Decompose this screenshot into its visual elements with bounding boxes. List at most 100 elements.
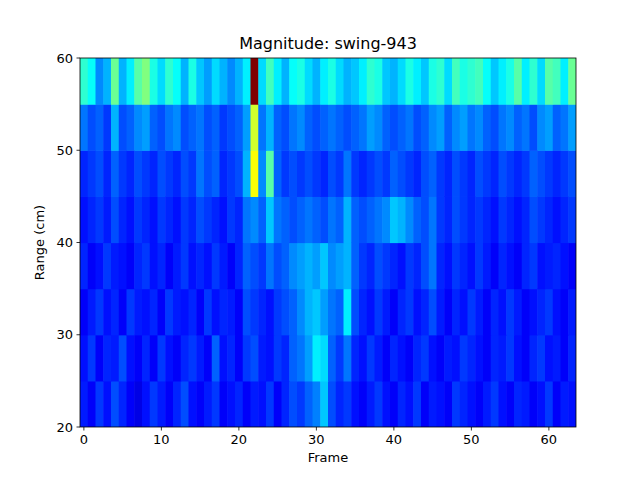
heatmap-cell	[189, 289, 197, 336]
heatmap-cell	[282, 335, 290, 382]
heatmap-cell	[119, 104, 127, 151]
heatmap-cell	[406, 104, 414, 151]
heatmap-cell	[568, 243, 576, 290]
heatmap-cell	[158, 335, 166, 382]
heatmap-cell	[514, 150, 522, 197]
heatmap-cell	[111, 243, 119, 290]
heatmap-cell	[359, 58, 367, 105]
heatmap-cell	[491, 150, 499, 197]
heatmap-cell	[328, 58, 336, 105]
heatmap-cell	[375, 58, 383, 105]
heatmap-cell	[421, 150, 429, 197]
heatmap-cell	[359, 381, 367, 427]
heatmap-cell	[359, 104, 367, 151]
heatmap-cell	[398, 335, 406, 382]
heatmap-cell	[553, 58, 561, 105]
x-tick	[161, 427, 162, 431]
heatmap-cell	[561, 289, 569, 336]
heatmap-cell	[80, 381, 88, 427]
heatmap-cell	[204, 58, 212, 105]
heatmap-cell	[243, 196, 251, 243]
heatmap-cell	[297, 381, 305, 427]
heatmap-cell	[452, 381, 460, 427]
heatmap-cell	[367, 289, 375, 336]
heatmap-cell	[127, 196, 135, 243]
heatmap-cell	[553, 289, 561, 336]
heatmap-cell	[421, 381, 429, 427]
heatmap-cell	[460, 196, 468, 243]
heatmap-cell	[444, 196, 452, 243]
heatmap-cell	[266, 335, 274, 382]
heatmap-cell	[475, 243, 483, 290]
heatmap-cell	[119, 381, 127, 427]
heatmap-cell	[80, 289, 88, 336]
heatmap-cell	[351, 150, 359, 197]
heatmap-cell	[274, 381, 282, 427]
heatmap-cell	[181, 196, 189, 243]
heatmap-cell	[491, 381, 499, 427]
heatmap-cell	[165, 243, 173, 290]
heatmap-cell	[406, 58, 414, 105]
heatmap-cell	[522, 58, 530, 105]
heatmap-cell	[483, 58, 491, 105]
heatmap-cell	[499, 104, 507, 151]
heatmap-cell	[251, 58, 259, 105]
heatmap-cell	[158, 243, 166, 290]
heatmap-cell	[305, 196, 313, 243]
heatmap-cell	[506, 196, 514, 243]
heatmap-cell	[220, 289, 228, 336]
heatmap-cell	[483, 381, 491, 427]
heatmap-cell	[406, 335, 414, 382]
heatmap-cell	[382, 243, 390, 290]
heatmap-cell	[297, 196, 305, 243]
heatmap-cell	[258, 381, 266, 427]
heatmap-cell	[375, 289, 383, 336]
heatmap-cell	[258, 58, 266, 105]
heatmap-cell	[413, 58, 421, 105]
heatmap-cell	[235, 243, 243, 290]
heatmap-cell	[545, 150, 553, 197]
heatmap-cell	[514, 196, 522, 243]
heatmap-cell	[320, 243, 328, 290]
heatmap-cell	[429, 150, 437, 197]
heatmap-cell	[150, 243, 158, 290]
heatmap-cell	[475, 104, 483, 151]
heatmap-cell	[468, 58, 476, 105]
heatmap-cell	[96, 289, 104, 336]
heatmap-cell	[111, 381, 119, 427]
heatmap-cell	[522, 196, 530, 243]
heatmap-cell	[499, 150, 507, 197]
heatmap-cell	[243, 150, 251, 197]
heatmap-cell	[227, 335, 235, 382]
heatmap-cell	[429, 196, 437, 243]
heatmap-cell	[227, 104, 235, 151]
heatmap-cell	[359, 150, 367, 197]
heatmap-cell	[243, 58, 251, 105]
heatmap-cell	[351, 289, 359, 336]
x-tick	[238, 427, 239, 431]
heatmap-cell	[220, 196, 228, 243]
heatmap-cell	[127, 150, 135, 197]
heatmap-cell	[413, 104, 421, 151]
heatmap-cell	[344, 104, 352, 151]
heatmap-cell	[398, 58, 406, 105]
x-tick-label: 30	[308, 432, 325, 447]
x-axis-label: Frame	[308, 450, 349, 465]
heatmap-cell	[251, 104, 259, 151]
x-tick	[393, 427, 394, 431]
heatmap-cell	[452, 335, 460, 382]
heatmap-cell	[437, 104, 445, 151]
heatmap-cell	[96, 381, 104, 427]
y-tick	[77, 334, 81, 335]
heatmap-cell	[429, 335, 437, 382]
heatmap-cell	[452, 58, 460, 105]
heatmap-cell	[243, 335, 251, 382]
heatmap-cell	[328, 381, 336, 427]
heatmap-cell	[468, 243, 476, 290]
heatmap-cell	[204, 289, 212, 336]
heatmap-cell	[359, 335, 367, 382]
heatmap-cell	[289, 381, 297, 427]
heatmap-cell	[127, 381, 135, 427]
heatmap-cell	[390, 289, 398, 336]
heatmap-cell	[506, 58, 514, 105]
